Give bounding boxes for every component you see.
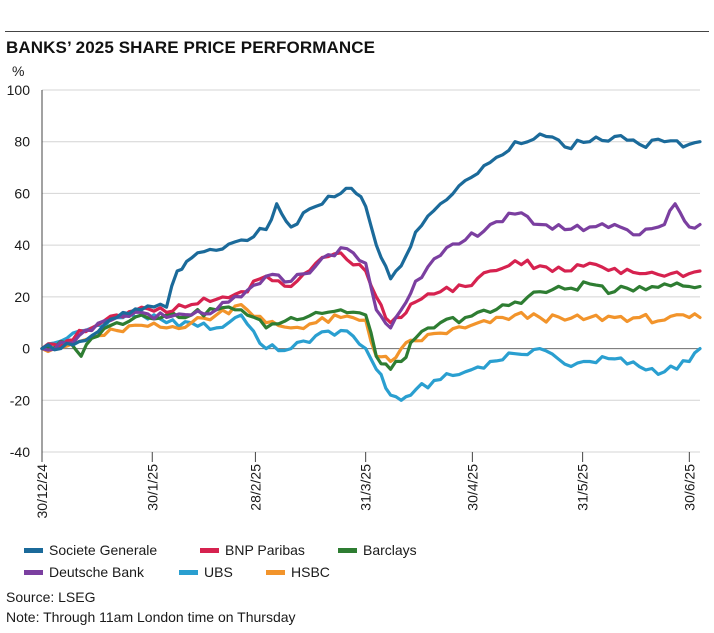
x-tick-label: 28/2/25: [247, 464, 263, 511]
legend-item-societe-generale: Societe Generale: [24, 542, 200, 558]
x-tick-label: 30/12/24: [34, 464, 50, 519]
x-tick-label: 30/1/25: [144, 464, 160, 511]
y-tick-label: 20: [14, 289, 30, 305]
y-tick-label: -40: [10, 444, 30, 460]
legend-swatch: [179, 569, 198, 575]
y-axis-unit: %: [12, 63, 24, 79]
footnote: Note: Through 11am London time on Thursd…: [6, 609, 296, 625]
legend-row-2: Deutsche Bank UBS HSBC: [24, 561, 704, 583]
series-line-societe-generale: [40, 132, 702, 352]
series-line-bnp-paribas: [40, 251, 702, 351]
series-line-deutsche-bank: [40, 202, 702, 352]
line-chart: -40 -20 0 20 40 60 80 100% 30/12/24 30/1/25 28/2/2…: [7, 63, 702, 519]
x-tick-label: 30/4/25: [464, 464, 480, 511]
x-tick-label: 30/6/25: [681, 464, 697, 511]
legend-row-1: Societe Generale BNP Paribas Barclays: [24, 539, 704, 561]
legend-label: Deutsche Bank: [49, 564, 144, 580]
y-tick-label: 0: [22, 341, 30, 357]
legend-item-bnp-paribas: BNP Paribas: [200, 542, 338, 558]
y-tick-label: 80: [14, 134, 30, 150]
series-line-ubs: [40, 311, 702, 402]
legend-swatch: [24, 569, 43, 575]
legend-item-ubs: UBS: [179, 564, 266, 580]
legend-label: Barclays: [363, 542, 417, 558]
y-tick-label: 40: [14, 237, 30, 253]
legend-label: Societe Generale: [49, 542, 158, 558]
legend-label: BNP Paribas: [225, 542, 305, 558]
y-tick-label: 100: [7, 82, 31, 98]
legend-swatch: [24, 547, 43, 553]
legend: Societe Generale BNP Paribas Barclays De…: [24, 539, 704, 583]
x-tick-label: 31/5/25: [575, 464, 591, 511]
series-line-barclays: [40, 280, 702, 371]
legend-swatch: [338, 547, 357, 553]
legend-item-hsbc: HSBC: [266, 564, 330, 580]
legend-label: UBS: [204, 564, 233, 580]
source-note: Source: LSEG: [6, 589, 96, 605]
x-tick-label: 31/3/25: [358, 464, 374, 511]
y-tick-label: -20: [10, 392, 30, 408]
chart-title: BANKS’ 2025 SHARE PRICE PERFORMANCE: [6, 38, 376, 57]
legend-swatch: [266, 569, 285, 575]
legend-swatch: [200, 547, 219, 553]
legend-item-deutsche-bank: Deutsche Bank: [24, 564, 179, 580]
y-tick-label: 60: [14, 185, 30, 201]
legend-label: HSBC: [291, 564, 330, 580]
top-rule: [5, 31, 709, 32]
legend-item-barclays: Barclays: [338, 542, 417, 558]
